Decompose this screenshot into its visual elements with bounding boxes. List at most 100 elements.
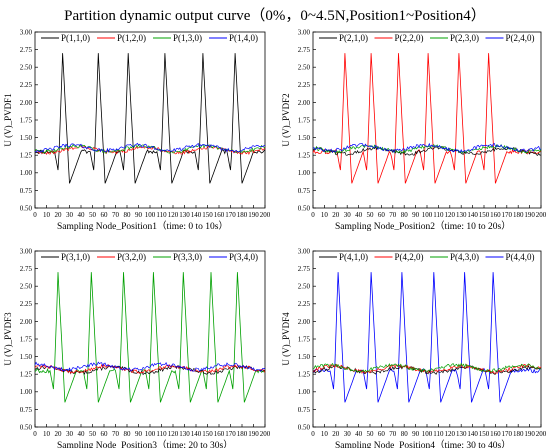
x-tick-label: 130 (456, 430, 467, 438)
x-tick-label: 190 (248, 211, 259, 219)
x-tick-label: 120 (445, 211, 456, 219)
x-tick-label: 190 (524, 430, 535, 438)
x-tick-label: 110 (156, 211, 167, 219)
x-tick-label: 120 (168, 430, 179, 438)
y-tick-label: 2.75 (20, 265, 33, 273)
x-tick-label: 50 (367, 211, 375, 219)
y-tick-label: 0.50 (20, 204, 33, 212)
legend-label: P(2,3,0) (450, 33, 479, 43)
series-line-2 (34, 363, 266, 374)
x-tick-label: 40 (355, 211, 363, 219)
y-tick-label: 1.50 (20, 134, 33, 142)
y-tick-label: 0.50 (298, 423, 311, 431)
x-tick-label: 110 (433, 211, 444, 219)
y-tick-label: 2.50 (20, 64, 33, 72)
series-line-4 (312, 142, 542, 153)
y-tick-label: 2.50 (20, 283, 33, 291)
x-tick-label: 80 (401, 211, 409, 219)
y-tick-label: 1.25 (20, 152, 33, 160)
x-tick-label: 50 (367, 430, 375, 438)
x-tick-label: 70 (389, 430, 397, 438)
y-tick-label: 0.75 (20, 406, 33, 414)
y-tick-label: 1.75 (20, 335, 33, 343)
legend-label: P(1,2,0) (117, 33, 146, 43)
x-tick-label: 140 (191, 211, 202, 219)
x-tick-label: 160 (214, 211, 225, 219)
chart-panel-3: 0.50 0.75 1.00 1.25 1.50 1.75 2.00 2.25 2.50 2.75… (3, 247, 271, 448)
x-tick-label: 200 (260, 211, 271, 219)
x-tick-label: 40 (355, 430, 363, 438)
x-tick-label: 190 (524, 211, 535, 219)
y-tick-label: 1.25 (20, 371, 33, 379)
series-line-1 (34, 365, 266, 376)
y-tick-label: 1.75 (298, 116, 311, 124)
x-tick-label: 80 (401, 430, 409, 438)
chart-panel-2: 0.50 0.75 1.00 1.25 1.50 1.75 2.00 2.25 2.50 2.75… (281, 28, 547, 232)
x-tick-label: 170 (502, 430, 513, 438)
legend-label: P(2,4,0) (506, 33, 535, 43)
x-tick-label: 100 (422, 211, 433, 219)
y-tick-label: 3.00 (298, 28, 311, 36)
y-tick-label: 1.25 (298, 152, 311, 160)
x-tick-label: 10 (321, 430, 329, 438)
legend-label: P(4,2,0) (395, 252, 424, 262)
y-axis-label: U (V)_PVDF2 (281, 93, 291, 146)
x-tick-label: 60 (378, 211, 386, 219)
legend-label: P(1,1,0) (61, 33, 90, 43)
y-tick-label: 2.00 (298, 318, 311, 326)
x-tick-label: 170 (502, 211, 513, 219)
legend-label: P(3,1,0) (61, 252, 90, 262)
y-tick-label: 1.00 (20, 388, 33, 396)
y-tick-label: 2.75 (20, 46, 33, 54)
chart-panel-4: 0.50 0.75 1.00 1.25 1.50 1.75 2.00 2.25 2.50 2.75… (281, 247, 547, 448)
y-tick-label: 0.75 (20, 187, 33, 195)
x-tick-label: 70 (112, 211, 120, 219)
x-tick-label: 200 (536, 211, 547, 219)
x-tick-label: 180 (237, 430, 248, 438)
legend-label: P(1,3,0) (173, 33, 202, 43)
y-tick-label: 1.75 (298, 335, 311, 343)
x-tick-label: 90 (135, 430, 143, 438)
y-tick-label: 0.50 (298, 204, 311, 212)
x-tick-label: 190 (248, 430, 259, 438)
y-tick-label: 2.50 (298, 283, 311, 291)
y-tick-label: 1.50 (298, 134, 311, 142)
x-tick-label: 30 (66, 430, 74, 438)
series-line-3 (34, 272, 266, 403)
x-tick-label: 160 (490, 430, 501, 438)
x-tick-label: 130 (179, 211, 190, 219)
y-tick-label: 3.00 (20, 247, 33, 255)
x-tick-label: 0 (311, 211, 315, 219)
y-tick-label: 1.50 (20, 353, 33, 361)
y-tick-label: 1.00 (20, 169, 33, 177)
x-tick-label: 30 (66, 211, 74, 219)
legend-label: P(3,2,0) (117, 252, 146, 262)
series-line-1 (312, 145, 542, 156)
y-tick-label: 1.75 (20, 116, 33, 124)
y-tick-label: 1.00 (298, 169, 311, 177)
x-tick-label: 140 (191, 430, 202, 438)
legend-label: P(2,1,0) (339, 33, 368, 43)
x-tick-label: 150 (202, 430, 213, 438)
x-axis-label: Sampling Node_Position3（time: 20 to 30s） (57, 439, 233, 448)
x-tick-label: 170 (225, 430, 236, 438)
x-tick-label: 80 (124, 211, 132, 219)
x-tick-label: 10 (43, 211, 51, 219)
page-title: Partition dynamic output curve（0%，0~4.5N… (64, 8, 486, 24)
x-tick-label: 90 (412, 430, 420, 438)
y-tick-label: 1.25 (298, 371, 311, 379)
x-tick-label: 60 (101, 430, 109, 438)
x-tick-label: 140 (467, 430, 478, 438)
x-tick-label: 120 (445, 430, 456, 438)
y-axis-label: U (V)_PVDF4 (281, 312, 291, 366)
x-tick-label: 160 (490, 211, 501, 219)
y-tick-label: 2.25 (298, 81, 311, 89)
y-tick-label: 0.75 (298, 187, 311, 195)
x-tick-label: 180 (513, 211, 524, 219)
x-axis-label: Sampling Node_Position2（time: 10 to 20s） (335, 220, 511, 232)
x-tick-label: 110 (156, 430, 167, 438)
x-tick-label: 200 (536, 430, 547, 438)
x-tick-label: 200 (260, 430, 271, 438)
y-tick-label: 3.00 (20, 28, 33, 36)
